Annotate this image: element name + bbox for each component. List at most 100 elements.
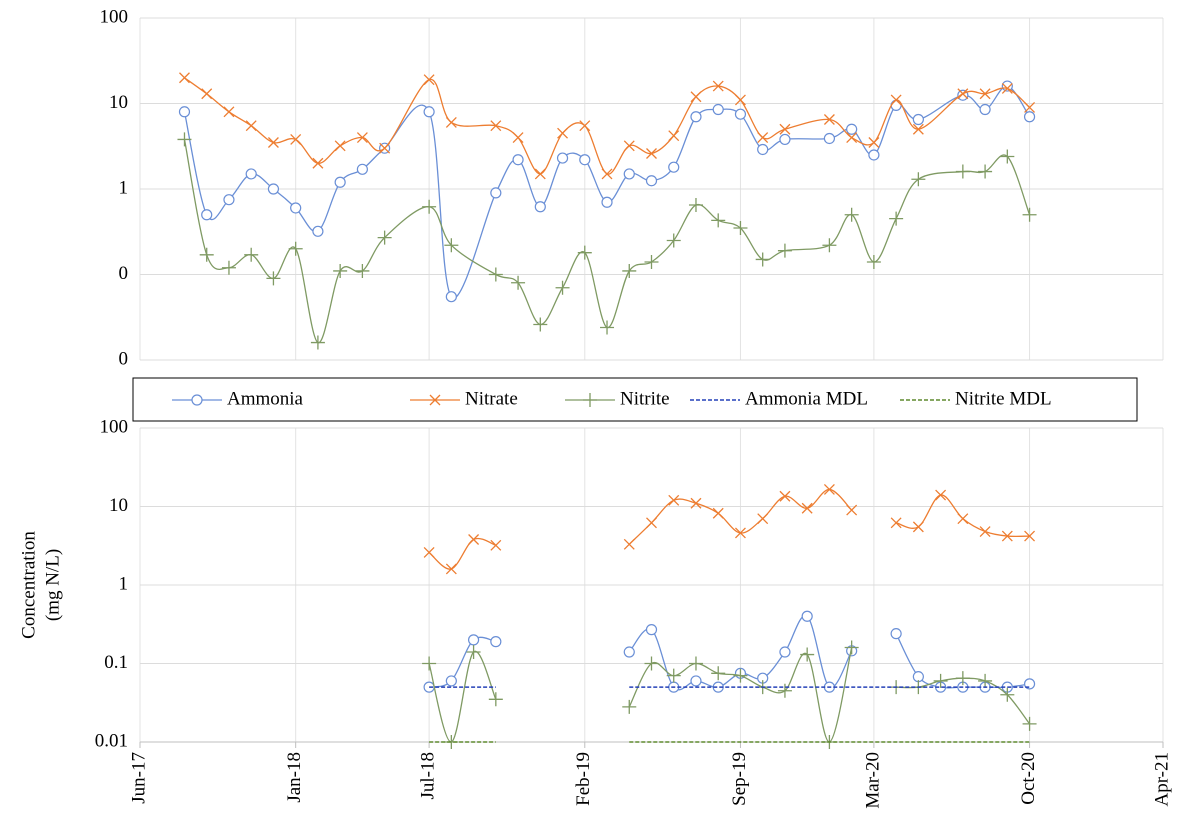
- marker: [512, 154, 524, 166]
- marker: [1024, 530, 1036, 542]
- marker: [644, 656, 659, 671]
- marker: [734, 527, 746, 539]
- marker: [866, 255, 881, 270]
- marker: [890, 517, 902, 529]
- marker: [844, 207, 859, 222]
- marker: [466, 645, 481, 660]
- marker: [423, 106, 435, 118]
- legend-label: Nitrate: [465, 388, 518, 409]
- x-tick-label: Apr-21: [1151, 752, 1172, 807]
- marker: [646, 148, 657, 159]
- legend-label: Ammonia MDL: [745, 388, 868, 409]
- legend-box: [132, 377, 1138, 422]
- marker: [733, 220, 748, 235]
- marker: [267, 183, 280, 195]
- marker: [779, 123, 791, 135]
- marker: [444, 238, 459, 253]
- y-tick-label: 10: [109, 495, 128, 516]
- marker: [844, 640, 859, 655]
- marker: [1023, 111, 1036, 123]
- marker: [579, 154, 591, 166]
- marker: [644, 255, 659, 270]
- marker: [534, 201, 546, 213]
- marker: [310, 335, 325, 350]
- marker: [846, 504, 858, 516]
- marker: [333, 263, 348, 278]
- marker: [423, 546, 435, 558]
- marker: [312, 157, 324, 169]
- series-line: [428, 647, 1031, 743]
- marker: [334, 176, 346, 188]
- marker: [668, 130, 680, 142]
- marker: [1001, 530, 1013, 542]
- marker: [688, 656, 703, 671]
- marker: [734, 94, 746, 106]
- marker: [957, 513, 969, 525]
- marker: [201, 209, 213, 221]
- marker: [201, 88, 213, 100]
- marker: [490, 187, 502, 199]
- marker: [533, 317, 548, 332]
- marker: [912, 113, 924, 126]
- marker: [645, 624, 658, 636]
- marker: [312, 225, 324, 237]
- marker: [244, 247, 259, 262]
- y-tick-label: 100: [100, 416, 129, 437]
- marker: [645, 175, 658, 187]
- marker: [712, 103, 724, 116]
- marker: [422, 656, 437, 671]
- marker: [290, 133, 302, 145]
- marker: [868, 149, 880, 161]
- marker: [890, 628, 902, 640]
- series-line: [428, 615, 1030, 691]
- legend-label: Nitrite: [620, 388, 670, 409]
- marker: [800, 647, 815, 662]
- y-axis-title: Concentration: [18, 531, 39, 639]
- y-tick-label: 10: [109, 92, 128, 113]
- marker: [711, 213, 726, 228]
- x-tick-label: Mar-20: [862, 752, 883, 809]
- marker: [1000, 687, 1015, 702]
- marker: [221, 260, 236, 275]
- marker: [668, 161, 680, 173]
- marker: [556, 152, 569, 164]
- marker: [1022, 716, 1037, 731]
- marker: [912, 521, 924, 533]
- marker: [1022, 207, 1037, 222]
- marker: [889, 211, 904, 226]
- marker: [712, 507, 724, 519]
- marker: [334, 140, 346, 152]
- marker: [1001, 82, 1013, 94]
- marker: [955, 671, 970, 686]
- marker: [623, 538, 635, 550]
- marker: [668, 494, 680, 506]
- marker: [801, 502, 813, 514]
- marker: [579, 120, 591, 132]
- marker: [622, 699, 637, 714]
- marker: [935, 489, 947, 501]
- marker: [955, 164, 970, 179]
- marker: [601, 168, 613, 180]
- marker: [488, 267, 503, 282]
- marker: [534, 168, 546, 180]
- marker: [199, 247, 214, 262]
- y-tick-label: 1: [119, 177, 129, 198]
- x-tick-label: Oct-20: [1018, 752, 1039, 805]
- legend-label: Ammonia: [227, 388, 304, 409]
- marker: [688, 197, 703, 212]
- marker: [377, 230, 392, 245]
- marker: [890, 94, 902, 106]
- marker: [422, 199, 437, 214]
- marker: [178, 106, 191, 118]
- marker: [555, 280, 570, 295]
- marker: [356, 132, 368, 143]
- marker: [488, 692, 503, 707]
- marker: [690, 497, 702, 509]
- marker: [711, 666, 726, 681]
- x-tick-label: Sep-19: [729, 752, 750, 806]
- marker: [557, 127, 569, 139]
- marker: [801, 610, 813, 622]
- marker: [846, 132, 858, 143]
- y-axis-title: (mg N/L): [42, 549, 63, 621]
